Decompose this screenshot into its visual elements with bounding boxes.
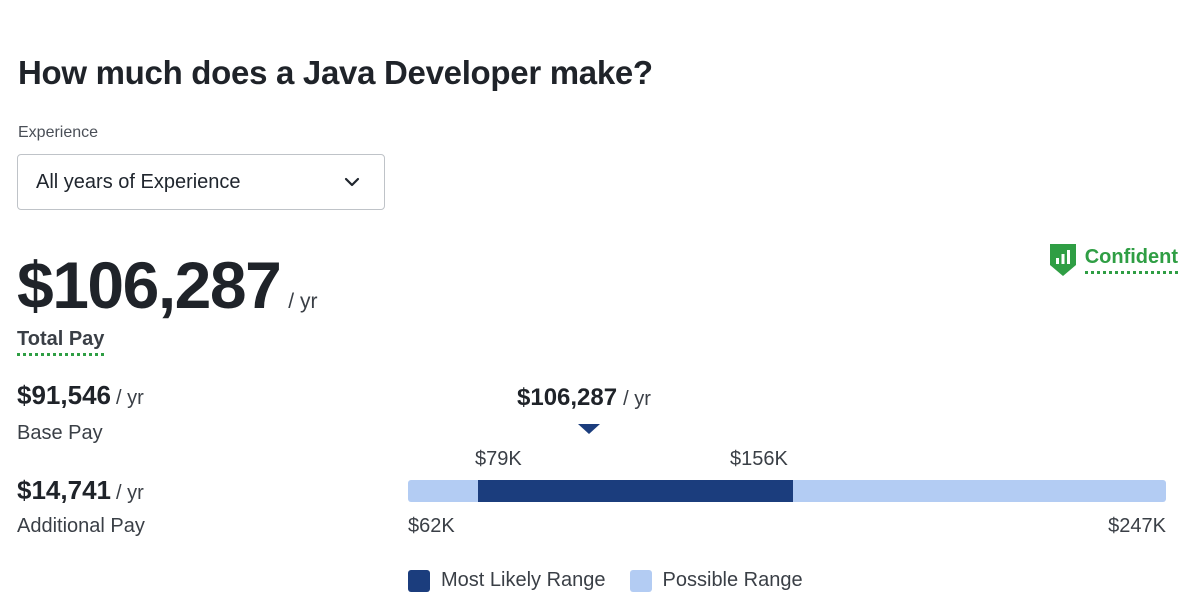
base-pay-row: $91,546 / yr (17, 380, 144, 411)
legend-most-likely: Most Likely Range (408, 569, 606, 592)
legend-label-most-likely: Most Likely Range (441, 569, 606, 591)
experience-dropdown[interactable]: All years of Experience (17, 154, 385, 210)
legend-possible: Possible Range (629, 569, 803, 592)
additional-pay-amount: $14,741 (17, 475, 111, 505)
page-title: How much does a Java Developer make? (18, 54, 653, 91)
additional-pay-label: Additional Pay (17, 515, 145, 537)
most-likely-range-bar (477, 480, 794, 502)
total-pay-amount: $106,287 (17, 248, 282, 322)
legend-label-possible: Possible Range (662, 569, 803, 591)
chevron-down-icon (344, 177, 360, 187)
legend-swatch-most-likely (408, 569, 430, 592)
experience-label: Experience (18, 124, 99, 141)
total-pay-label[interactable]: Total Pay (17, 328, 105, 356)
likely-high-label: $156K (730, 448, 788, 470)
confidence-indicator[interactable]: Confident (1049, 243, 1178, 277)
median-pay-amount: $106,287 (517, 384, 618, 411)
base-pay-period: / yr (115, 387, 144, 409)
total-pay-period: / yr (288, 290, 318, 313)
base-pay-label: Base Pay (17, 422, 103, 444)
legend-swatch-possible (629, 569, 652, 592)
median-pay-period: / yr (623, 388, 651, 410)
total-pay-row: $106,287 / yr (17, 247, 317, 323)
confidence-label: Confident (1084, 246, 1178, 274)
range-legend: Most Likely Range Possible Range (408, 569, 803, 592)
median-pay-marker: $106,287 / yr (517, 384, 651, 412)
additional-pay-row: $14,741 / yr (17, 475, 144, 506)
additional-pay-period: / yr (115, 482, 144, 504)
possible-range-bar (408, 480, 1166, 502)
shield-bar-chart-icon (1049, 244, 1076, 276)
range-max-label: $247K (1108, 515, 1166, 537)
likely-low-label: $79K (475, 448, 522, 470)
experience-selected-value: All years of Experience (36, 170, 241, 193)
range-min-label: $62K (408, 515, 455, 537)
base-pay-amount: $91,546 (17, 380, 111, 410)
median-pointer-icon (578, 424, 600, 434)
